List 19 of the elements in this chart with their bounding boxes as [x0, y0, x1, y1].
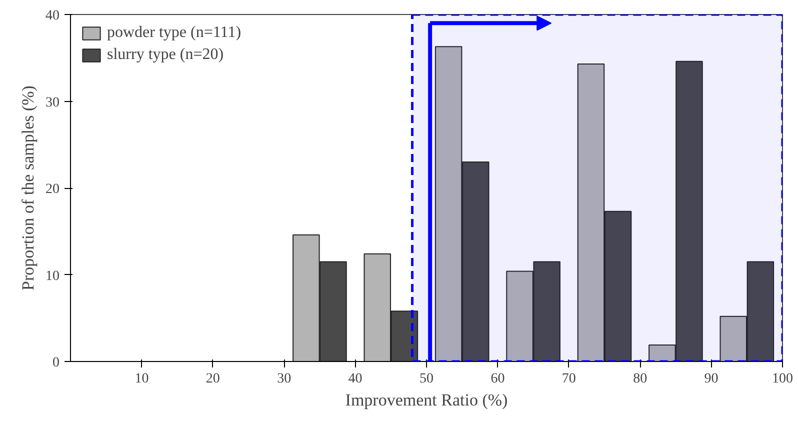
legend-label: powder type (n=111): [107, 24, 242, 42]
x-tick-label: 80: [633, 372, 648, 386]
y-tick-label: 20: [46, 182, 60, 197]
y-axis-title: Proportion of the samples (%): [18, 86, 38, 290]
x-tick-label: 60: [490, 372, 505, 386]
x-tick-label: 100: [772, 372, 793, 386]
x-tick-label: 40: [348, 372, 362, 386]
x-axis-title: Improvement Ratio (%): [345, 390, 508, 410]
y-tick-label: 30: [46, 95, 60, 110]
x-tick-label: 50: [420, 372, 434, 386]
x-tick-label: 30: [277, 372, 292, 386]
y-tick-label: 40: [46, 8, 60, 24]
y-tick-label: 0: [52, 356, 60, 370]
x-tick-label: 10: [134, 372, 149, 386]
x-tick-label: 70: [562, 372, 576, 386]
legend-label: slurry type (n=20): [107, 46, 224, 64]
x-tick-label: 20: [206, 372, 220, 386]
y-tick-label: 10: [46, 268, 60, 284]
x-tick-label: 90: [704, 372, 718, 386]
